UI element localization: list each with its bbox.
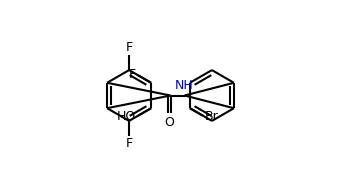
Text: O: O bbox=[164, 116, 174, 129]
Text: NH: NH bbox=[174, 79, 193, 92]
Text: HO: HO bbox=[117, 110, 136, 123]
Text: Br: Br bbox=[205, 110, 218, 123]
Text: F: F bbox=[125, 40, 133, 53]
Text: F: F bbox=[125, 138, 133, 151]
Text: F: F bbox=[129, 68, 136, 81]
